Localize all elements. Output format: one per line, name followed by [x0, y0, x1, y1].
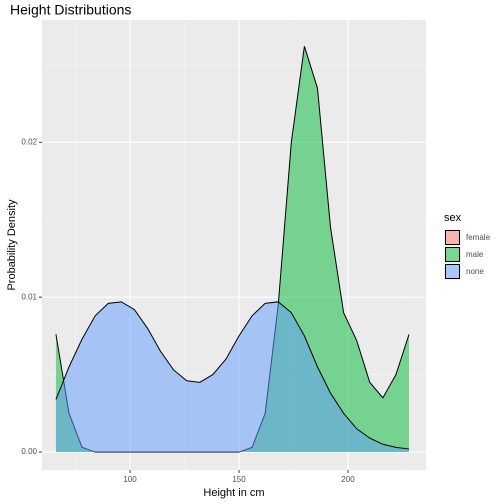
chart-title: Height Distributions	[10, 2, 131, 18]
density-area	[55, 301, 410, 453]
y-axis-title: Probability Density	[6, 199, 18, 291]
legend-label: male	[466, 250, 484, 259]
legend-label: female	[466, 233, 491, 242]
x-tick-label: 200	[341, 475, 355, 484]
legend-title: sex	[444, 212, 462, 224]
y-tick-label: 0.01	[21, 292, 37, 301]
x-tick-label: 150	[232, 475, 246, 484]
legend-key	[445, 230, 460, 245]
density-area	[55, 46, 410, 453]
legend-key	[445, 247, 460, 262]
y-tick-label: 0.02	[21, 137, 37, 146]
x-tick-label: 100	[123, 475, 137, 484]
x-axis-title: Height in cm	[203, 487, 264, 499]
y-tick-label: 0.00	[21, 447, 37, 456]
density-line	[55, 301, 410, 450]
legend-key	[445, 264, 460, 279]
legend-label: none	[466, 267, 484, 276]
